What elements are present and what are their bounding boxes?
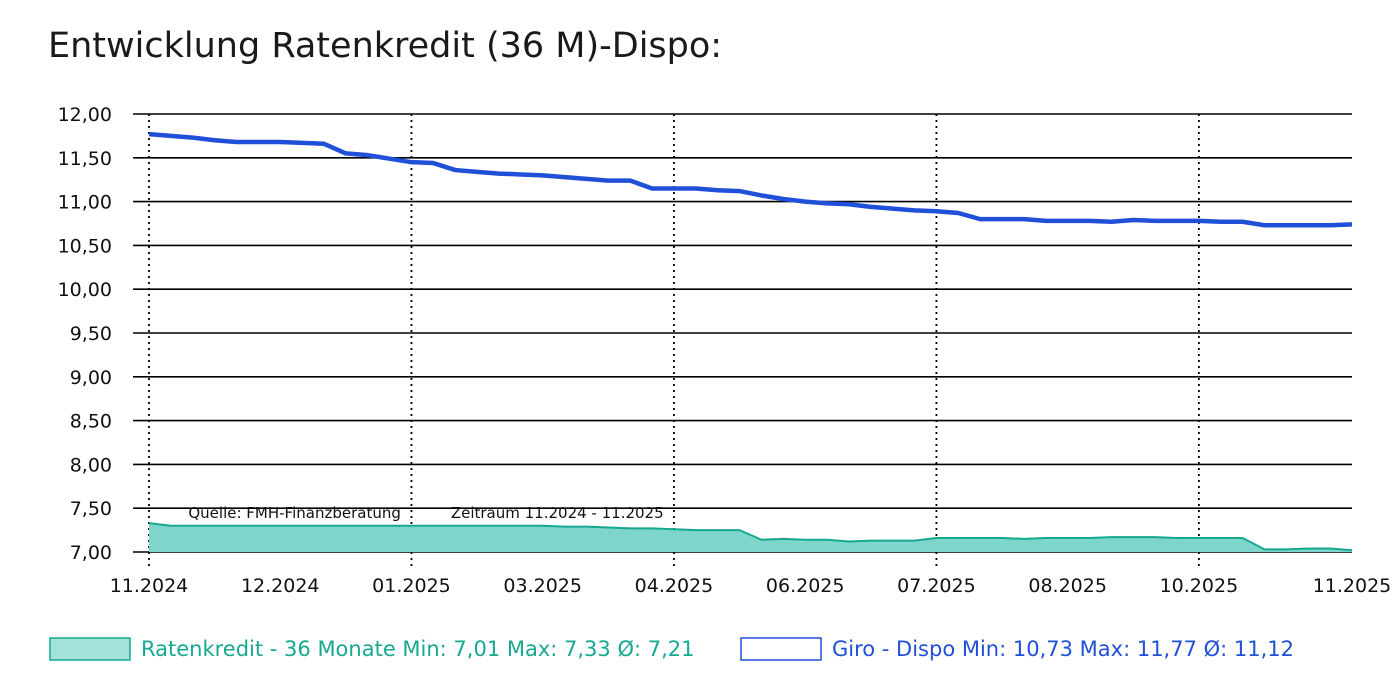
x-tick-label: 12.2024 xyxy=(241,575,320,597)
legend-label-giro-dispo: Giro - Dispo Min: 10,73 Max: 11,77 Ø: 11… xyxy=(832,637,1294,661)
x-tick-label: 08.2025 xyxy=(1028,575,1107,597)
legend-swatch-ratenkredit xyxy=(49,637,131,661)
axis-layer: 12,00 11,50 11,00 10,50 10,00 9,50 9,00 8,50 8,0… xyxy=(58,104,1392,597)
legend: Ratenkredit - 36 Monate Min: 7,01 Max: 7… xyxy=(49,637,1294,661)
y-tick-label: 7,00 xyxy=(70,542,112,564)
x-tick-label: 01.2025 xyxy=(372,575,451,597)
legend-swatch-giro-dispo xyxy=(740,637,822,661)
y-tick-label: 8,50 xyxy=(70,411,112,433)
x-tick-label: 03.2025 xyxy=(503,575,582,597)
series-area-ratenkredit xyxy=(149,523,1352,552)
x-tick-label: 04.2025 xyxy=(635,575,714,597)
x-tick-label: 11.2024 xyxy=(110,575,189,597)
y-tick-label: 10,50 xyxy=(58,235,112,257)
y-tick-label: 10,00 xyxy=(58,279,112,301)
x-tick-label: 11.2025 xyxy=(1313,575,1392,597)
y-tick-label: 12,00 xyxy=(58,104,112,126)
series-layer xyxy=(148,131,1353,552)
annotation-layer: Quelle: FMH-Finanzberatung Zeitraum 11.20… xyxy=(188,504,663,522)
legend-label-ratenkredit: Ratenkredit - 36 Monate Min: 7,01 Max: 7… xyxy=(141,637,695,661)
y-tick-label: 11,00 xyxy=(58,192,112,214)
grid-layer xyxy=(133,113,1352,570)
x-tick-label: 07.2025 xyxy=(897,575,976,597)
series-line-ratenkredit xyxy=(148,522,1353,552)
chart-title: Entwicklung Ratenkredit (36 M)-Dispo: xyxy=(48,26,723,66)
annotation-text: Quelle: FMH-Finanzberatung xyxy=(188,504,401,522)
annotation-text: Zeitraum 11.2024 - 11.2025 xyxy=(451,504,664,522)
y-tick-label: 7,50 xyxy=(70,498,112,520)
series-line-giro-dispo xyxy=(148,131,1353,228)
x-tick-label: 10.2025 xyxy=(1160,575,1239,597)
y-tick-label: 8,00 xyxy=(70,454,112,476)
y-tick-label: 9,00 xyxy=(70,367,112,389)
x-tick-label: 06.2025 xyxy=(766,575,845,597)
y-tick-label: 11,50 xyxy=(58,148,112,170)
y-tick-label: 9,50 xyxy=(70,323,112,345)
